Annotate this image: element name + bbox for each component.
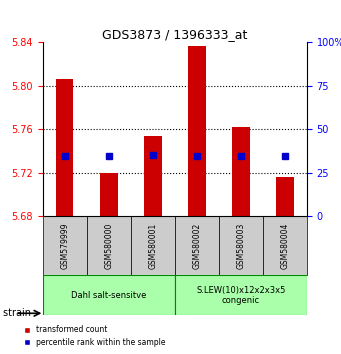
Legend: transformed count, percentile rank within the sample: transformed count, percentile rank withi… [21, 322, 169, 350]
Bar [100, 172, 118, 216]
FancyBboxPatch shape [87, 216, 131, 275]
FancyBboxPatch shape [43, 216, 87, 275]
FancyBboxPatch shape [263, 216, 307, 275]
Bar [232, 127, 250, 216]
FancyBboxPatch shape [219, 216, 263, 275]
Text: S.LEW(10)x12x2x3x5
congenic: S.LEW(10)x12x2x3x5 congenic [196, 286, 285, 305]
Text: Dahl salt-sensitve: Dahl salt-sensitve [71, 291, 146, 300]
Bar [144, 136, 162, 216]
Text: GSM580000: GSM580000 [104, 222, 113, 269]
Text: GSM579999: GSM579999 [60, 222, 69, 269]
FancyBboxPatch shape [43, 275, 175, 315]
Text: strain: strain [3, 308, 34, 318]
FancyBboxPatch shape [131, 216, 175, 275]
Bar [56, 79, 73, 216]
Text: GSM580004: GSM580004 [280, 222, 290, 269]
Bar [276, 177, 294, 216]
Text: GSM580001: GSM580001 [148, 223, 157, 269]
FancyBboxPatch shape [175, 275, 307, 315]
FancyBboxPatch shape [175, 216, 219, 275]
Text: GSM580003: GSM580003 [236, 222, 245, 269]
Text: GSM580002: GSM580002 [192, 223, 201, 269]
Bar [188, 46, 206, 216]
Title: GDS3873 / 1396333_at: GDS3873 / 1396333_at [102, 28, 248, 41]
